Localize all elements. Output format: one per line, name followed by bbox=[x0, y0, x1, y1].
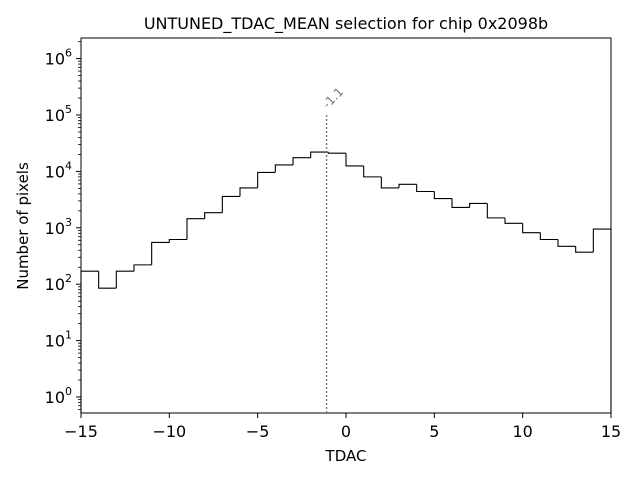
histogram-bar bbox=[80, 270, 99, 413]
x-tick-label: −5 bbox=[246, 422, 270, 441]
x-axis: −15 −10 −5 0 5 10 15 bbox=[64, 413, 621, 441]
x-tick-label: 0 bbox=[341, 422, 351, 441]
y-tick-label: 102 bbox=[45, 272, 72, 294]
mean-annotation: -1.1 bbox=[320, 85, 346, 413]
y-axis-label: Number of pixels bbox=[14, 162, 32, 290]
histogram-bar bbox=[592, 228, 612, 413]
histogram-bar bbox=[151, 241, 170, 265]
plot-frame bbox=[80, 37, 612, 414]
histogram-bar bbox=[115, 270, 134, 289]
histogram-bar bbox=[186, 218, 205, 240]
histogram-bar bbox=[469, 202, 488, 208]
histogram-bar bbox=[221, 195, 240, 213]
histogram-bar bbox=[398, 183, 417, 188]
histogram-bar bbox=[522, 223, 541, 234]
histogram-bar bbox=[98, 271, 117, 289]
y-axis: 100 101 102 103 104 105 106 bbox=[45, 41, 81, 410]
y-tick-label: 101 bbox=[45, 329, 72, 351]
histogram-bar bbox=[168, 238, 187, 243]
x-tick-label: 5 bbox=[429, 422, 439, 441]
histogram-bar bbox=[575, 246, 594, 253]
histogram-bar bbox=[451, 198, 470, 208]
histogram-bar bbox=[257, 171, 276, 188]
histogram-bar bbox=[539, 232, 559, 241]
x-tick-label: 15 bbox=[601, 422, 621, 441]
chart-title: UNTUNED_TDAC_MEAN selection for chip 0x2… bbox=[144, 14, 548, 34]
y-tick-label: 103 bbox=[45, 216, 72, 238]
x-tick-label: 10 bbox=[512, 422, 532, 441]
histogram-bar bbox=[504, 217, 523, 224]
mean-label: -1.1 bbox=[320, 85, 346, 111]
x-tick-label: −10 bbox=[152, 422, 186, 441]
histogram-bar bbox=[433, 191, 453, 200]
histogram-bar bbox=[557, 239, 576, 247]
histogram-bar bbox=[416, 184, 435, 193]
y-tick-label: 106 bbox=[45, 47, 72, 69]
histogram-bar bbox=[363, 165, 382, 178]
histogram-bar bbox=[380, 176, 400, 189]
histogram-bar bbox=[274, 164, 293, 173]
histogram-bar bbox=[310, 151, 329, 158]
histogram-bar bbox=[345, 153, 364, 167]
histogram-bar bbox=[133, 264, 152, 272]
histogram-bars bbox=[80, 151, 612, 413]
y-tick-label: 105 bbox=[45, 103, 72, 125]
histogram-bar bbox=[292, 157, 311, 165]
histogram-bar bbox=[486, 203, 506, 219]
y-tick-label: 104 bbox=[45, 159, 72, 181]
histogram-bar bbox=[204, 212, 223, 219]
y-tick-label: 100 bbox=[45, 385, 72, 407]
histogram-bar bbox=[327, 152, 346, 154]
histogram-bar bbox=[239, 187, 258, 197]
x-tick-label: −15 bbox=[64, 422, 98, 441]
x-axis-label: TDAC bbox=[325, 447, 367, 465]
